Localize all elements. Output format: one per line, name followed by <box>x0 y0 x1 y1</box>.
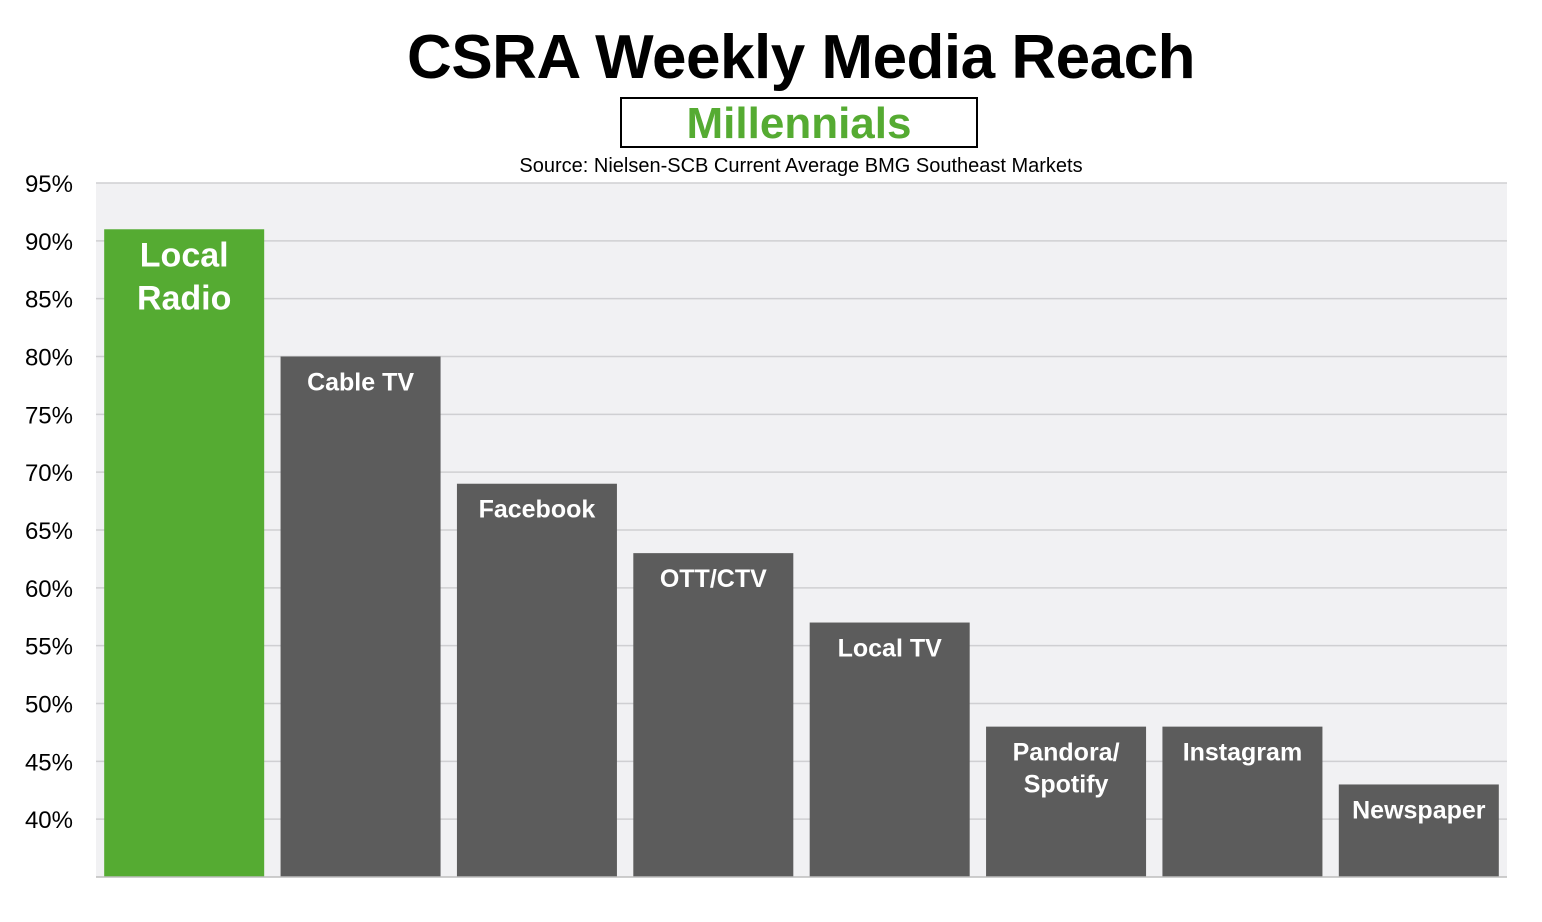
bar <box>1338 784 1499 877</box>
source-note: Source: Nielsen-SCB Current Average BMG … <box>519 155 1083 177</box>
y-tick-label: 60% <box>25 576 73 603</box>
subtitle-box: Millennials <box>620 97 978 148</box>
chart-subtitle: Millennials <box>686 99 912 148</box>
y-tick-label: 40% <box>25 807 73 834</box>
y-tick-label: 90% <box>25 229 73 256</box>
bar-label: Pandora/ <box>1013 739 1120 767</box>
chart-title: CSRA Weekly Media Reach <box>407 23 1195 92</box>
bar-label: Cable TV <box>307 369 414 397</box>
bar <box>809 622 970 877</box>
y-tick-label: 55% <box>25 634 73 661</box>
bar-label: Local TV <box>838 635 943 663</box>
bar <box>456 483 617 877</box>
bar <box>1162 726 1323 877</box>
bar-label: Spotify <box>1024 771 1109 799</box>
bar <box>280 356 441 877</box>
y-tick-label: 65% <box>25 518 73 545</box>
bar <box>104 229 265 877</box>
bar-label: Newspaper <box>1352 796 1486 824</box>
bar-label: Radio <box>137 279 231 317</box>
y-tick-label: 95% <box>25 171 73 198</box>
y-tick-label: 85% <box>25 287 73 314</box>
bar <box>986 726 1147 877</box>
bar-label: OTT/CTV <box>660 565 767 593</box>
y-tick-label: 45% <box>25 749 73 776</box>
y-tick-label: 75% <box>25 402 73 429</box>
bar <box>633 553 794 877</box>
bar-label: Facebook <box>479 496 596 524</box>
y-tick-label: 50% <box>25 692 73 719</box>
y-tick-label: 80% <box>25 345 73 372</box>
bar-label: Instagram <box>1183 739 1302 767</box>
bar-label: Local <box>140 236 229 274</box>
y-tick-label: 70% <box>25 460 73 487</box>
